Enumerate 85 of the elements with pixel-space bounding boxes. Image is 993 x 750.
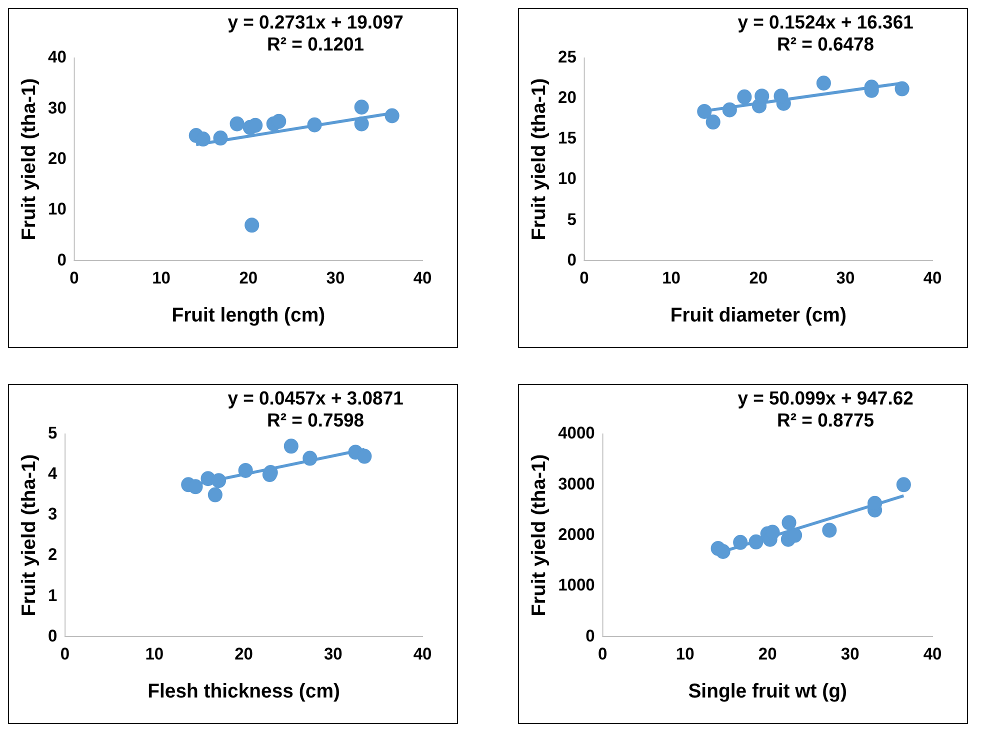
x-tick-label: 10	[145, 644, 164, 664]
point	[722, 102, 737, 118]
y-tick-label: 0	[586, 626, 595, 646]
x-axis-title: Flesh thickness (cm)	[148, 680, 340, 703]
y-tick-label: 5	[48, 423, 58, 443]
point	[354, 100, 369, 115]
y-tick-label: 3000	[558, 474, 595, 494]
point	[706, 114, 720, 130]
text: y = 0.1524x + 16.361	[738, 12, 914, 33]
point	[816, 76, 831, 91]
point	[737, 89, 752, 104]
point	[748, 534, 764, 550]
point	[196, 132, 210, 147]
point	[384, 108, 400, 124]
y-tick-label: 4	[48, 464, 58, 484]
text: R² = 0.7598	[267, 410, 364, 431]
y-tick-label: 10	[48, 199, 66, 219]
x-tick-label: 40	[923, 268, 942, 288]
x-tick-label: 20	[234, 644, 253, 664]
y-tick-label: 4000	[558, 423, 595, 443]
y-tick-label: 0	[567, 250, 576, 270]
y-tick-label: 1000	[558, 575, 595, 595]
point	[248, 118, 263, 133]
point	[230, 116, 244, 132]
y-axis-title: Fruit yield (tha-1)	[18, 454, 40, 616]
y-tick-label: 15	[558, 128, 576, 148]
point	[188, 479, 203, 494]
x-axis-title: Fruit diameter (cm)	[670, 304, 846, 327]
text: R² = 0.6478	[777, 34, 874, 55]
x-tick-label: 30	[324, 644, 342, 664]
text: y = 50.099x + 947.62	[738, 388, 914, 409]
y-axis-title: Fruit yield (tha-1)	[18, 78, 40, 240]
point	[211, 473, 226, 488]
x-tick-label: 10	[662, 268, 680, 288]
y-tick-label: 2000	[558, 524, 595, 544]
y-tick-label: 2	[48, 545, 58, 564]
x-tick-label: 40	[413, 644, 432, 664]
point	[716, 544, 730, 560]
x-tick-label: 20	[239, 268, 258, 288]
x-tick-label: 30	[326, 268, 345, 288]
text: R² = 0.1201	[267, 34, 364, 55]
x-axis-title: Single fruit wt (g)	[688, 680, 847, 703]
y-tick-label: 10	[558, 169, 576, 188]
point	[822, 522, 837, 538]
x-tick-label: 40	[413, 268, 432, 288]
point	[697, 104, 712, 119]
point	[244, 218, 260, 233]
y-tick-label: 20	[48, 148, 66, 168]
point	[782, 515, 796, 530]
x-tick-label: 20	[758, 644, 777, 664]
text: y = 0.2731x + 19.097	[228, 12, 404, 33]
x-tick-label: 10	[676, 644, 694, 664]
point	[208, 487, 222, 502]
point	[272, 114, 286, 129]
point	[357, 448, 372, 464]
x-axis-title: Fruit length (cm)	[172, 304, 326, 327]
x-tick-label: 0	[70, 268, 79, 288]
y-axis-title: Fruit yield (tha-1)	[528, 454, 550, 616]
point	[213, 130, 228, 146]
point	[307, 117, 322, 132]
y-tick-label: 1	[48, 586, 58, 605]
text: R² = 0.8775	[777, 410, 874, 431]
x-tick-label: 0	[598, 644, 608, 664]
point	[733, 534, 748, 550]
point	[894, 81, 910, 96]
x-tick-label: 30	[840, 644, 860, 664]
y-tick-label: 5	[567, 210, 576, 229]
point	[896, 477, 911, 492]
x-tick-label: 20	[749, 268, 768, 288]
y-tick-label: 30	[48, 98, 66, 118]
y-axis-title: Fruit yield (tha-1)	[528, 78, 550, 240]
y-tick-label: 40	[48, 47, 66, 67]
y-tick-label: 0	[57, 250, 66, 270]
x-tick-label: 30	[836, 268, 855, 288]
point	[284, 438, 298, 454]
point	[238, 462, 253, 478]
y-tick-label: 20	[558, 88, 576, 108]
x-tick-label: 10	[152, 268, 170, 288]
x-tick-label: 40	[923, 644, 942, 664]
text: y = 0.0457x + 3.0871	[228, 388, 404, 409]
point	[354, 116, 369, 132]
point	[302, 450, 318, 466]
y-tick-label: 3	[48, 504, 58, 524]
y-tick-label: 0	[48, 626, 58, 646]
y-tick-label: 25	[558, 47, 576, 67]
